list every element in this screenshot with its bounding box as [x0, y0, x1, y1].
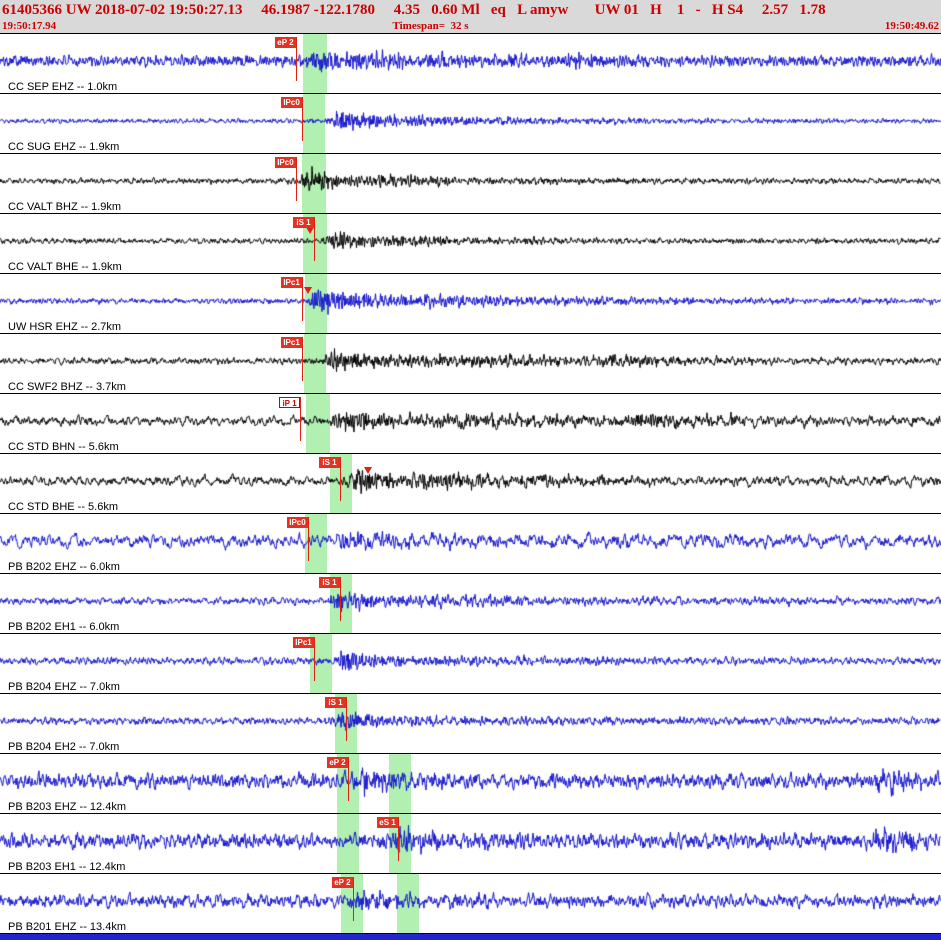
trace-row[interactable]: IPc0 PB B202 EHZ -- 6.0km — [0, 514, 941, 574]
pick-flag[interactable]: IPc0 — [281, 97, 303, 108]
waveform-canvas[interactable] — [0, 274, 941, 333]
trace-row[interactable]: eP 2 CC SEP EHZ -- 1.0km — [0, 34, 941, 94]
trace-row[interactable]: eP 2 PB B201 EHZ -- 13.4km — [0, 874, 941, 934]
time-header: 19:50:17.94 Timespan= 32 s 19:50:49.62 — [0, 20, 941, 33]
trace-label: CC SUG EHZ -- 1.9km — [8, 141, 120, 153]
pick-time-line — [302, 337, 304, 381]
pick-flag[interactable]: IPc0 — [286, 517, 308, 528]
event-header: 61405366 UW 2018-07-02 19:50:27.13 46.19… — [0, 0, 941, 20]
waveform-canvas[interactable] — [0, 754, 941, 813]
waveform-canvas[interactable] — [0, 394, 941, 453]
pick-time-line — [302, 277, 304, 321]
waveform-canvas[interactable] — [0, 874, 941, 933]
trace-label: CC VALT BHE -- 1.9km — [8, 261, 122, 273]
waveform-canvas[interactable] — [0, 814, 941, 873]
trace-row[interactable]: iS 1 PB B204 EH2 -- 7.0km — [0, 694, 941, 754]
timespan-label: Timespan= 32 s — [392, 20, 469, 32]
pick-time-line — [295, 157, 297, 201]
pick-time-line — [302, 97, 304, 141]
pick-marker-triangle — [363, 467, 372, 474]
trace-row[interactable]: iS 1 CC STD BHE -- 5.6km — [0, 454, 941, 514]
pick-flag[interactable]: eP 2 — [326, 757, 348, 768]
pick-flag[interactable]: IPc0 — [274, 157, 296, 168]
pick-time-line — [307, 517, 309, 561]
trace-row[interactable]: IPc1 PB B204 EHZ -- 7.0km — [0, 634, 941, 694]
waveform-canvas[interactable] — [0, 694, 941, 753]
trace-label: UW HSR EHZ -- 2.7km — [8, 321, 122, 333]
trace-label: PB B202 EH1 -- 6.0km — [8, 621, 120, 633]
trace-row[interactable]: IPc1 CC SWF2 BHZ -- 3.7km — [0, 334, 941, 394]
bottom-scrollbar[interactable] — [0, 934, 941, 940]
pick-flag[interactable]: iS 1 — [293, 217, 314, 228]
waveform-canvas[interactable] — [0, 514, 941, 573]
pick-time-line — [299, 397, 301, 441]
event-summary: 61405366 UW 2018-07-02 19:50:27.13 46.19… — [2, 2, 826, 18]
pick-time-line — [314, 217, 315, 261]
trace-row[interactable]: eP 2 PB B203 EHZ -- 12.4km — [0, 754, 941, 814]
pick-flag[interactable]: eS 1 — [377, 817, 399, 828]
pick-flag[interactable]: iS 1 — [318, 457, 340, 468]
waveform-canvas[interactable] — [0, 334, 941, 393]
trace-row[interactable]: iS 1 CC VALT BHE -- 1.9km — [0, 214, 941, 274]
trace-row[interactable]: IPc0 CC VALT BHZ -- 1.9km — [0, 154, 941, 214]
waveform-canvas[interactable] — [0, 154, 941, 213]
trace-label: CC SWF2 BHZ -- 3.7km — [8, 381, 126, 393]
trace-label: PB B203 EH1 -- 12.4km — [8, 861, 126, 873]
pick-time-line — [347, 757, 349, 801]
trace-label: PB B204 EHZ -- 7.0km — [8, 681, 120, 693]
trace-row[interactable]: iS 1 PB B202 EH1 -- 6.0km — [0, 574, 941, 634]
trace-row[interactable]: IPc1 UW HSR EHZ -- 2.7km — [0, 274, 941, 334]
waveform-canvas[interactable] — [0, 214, 941, 273]
pick-time-line — [339, 577, 341, 621]
trace-area: eP 2 CC SEP EHZ -- 1.0km IPc0 CC SUG EHZ --… — [0, 33, 941, 934]
trace-row[interactable]: eS 1 PB B203 EH1 -- 12.4km — [0, 814, 941, 874]
trace-label: CC STD BHE -- 5.6km — [8, 501, 119, 513]
pick-flag[interactable]: IPc1 — [281, 337, 303, 348]
pick-flag[interactable]: iP 1 — [278, 397, 300, 408]
window-start-time: 19:50:17.94 — [2, 20, 57, 32]
pick-time-line — [314, 637, 315, 681]
waveform-canvas[interactable] — [0, 34, 941, 93]
pick-flag[interactable]: eP 2 — [331, 877, 353, 888]
trace-label: CC SEP EHZ -- 1.0km — [8, 81, 118, 93]
trace-label: PB B202 EHZ -- 6.0km — [8, 561, 120, 573]
pick-time-line — [295, 37, 297, 81]
trace-label: PB B203 EHZ -- 12.4km — [8, 801, 126, 813]
pick-flag[interactable]: IPc1 — [281, 277, 303, 288]
trace-label: CC STD BHN -- 5.6km — [8, 441, 119, 453]
pick-time-line — [352, 877, 354, 921]
pick-time-line — [398, 817, 400, 861]
pick-time-line — [339, 457, 341, 501]
pick-time-line — [346, 697, 347, 741]
pick-flag[interactable]: iS 1 — [318, 577, 340, 588]
trace-row[interactable]: IPc0 CC SUG EHZ -- 1.9km — [0, 94, 941, 154]
waveform-canvas[interactable] — [0, 94, 941, 153]
trace-row[interactable]: iP 1 CC STD BHN -- 5.6km — [0, 394, 941, 454]
waveform-canvas[interactable] — [0, 574, 941, 633]
pick-marker-triangle — [303, 287, 312, 294]
pick-flag[interactable]: eP 2 — [274, 37, 296, 48]
waveform-canvas[interactable] — [0, 634, 941, 693]
pick-flag[interactable]: iS 1 — [325, 697, 346, 708]
trace-label: CC VALT BHZ -- 1.9km — [8, 201, 122, 213]
pick-flag[interactable]: IPc1 — [293, 637, 314, 648]
window-end-time: 19:50:49.62 — [884, 20, 939, 32]
pick-marker-triangle — [305, 227, 314, 234]
trace-label: PB B201 EHZ -- 13.4km — [8, 921, 126, 933]
waveform-canvas[interactable] — [0, 454, 941, 513]
trace-label: PB B204 EH2 -- 7.0km — [8, 741, 120, 753]
